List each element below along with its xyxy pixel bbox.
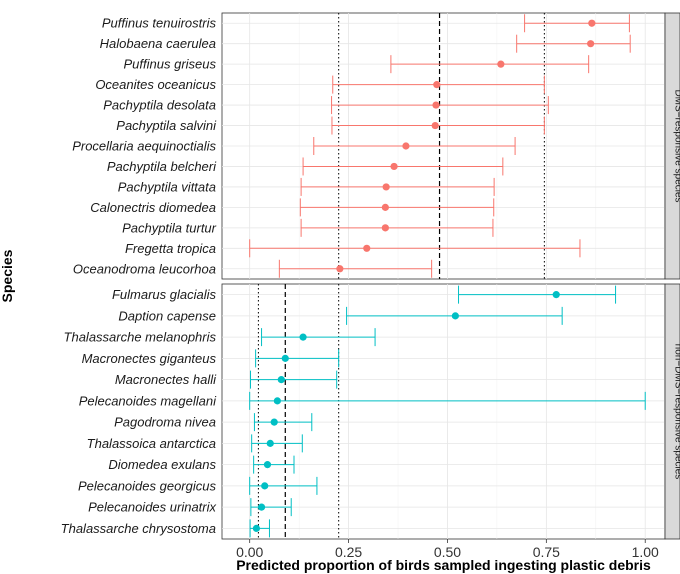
- data-point: [552, 291, 560, 299]
- data-point: [431, 121, 439, 130]
- species-label: Calonectris diomedea: [90, 200, 216, 215]
- data-point: [587, 40, 595, 48]
- x-tick-label: 0.50: [434, 544, 461, 560]
- data-point: [402, 142, 410, 150]
- species-label: Thalassarche melanophris: [64, 330, 217, 345]
- species-label: Pachyptila vittata: [118, 179, 216, 194]
- data-point: [273, 397, 281, 405]
- species-label: Halobaena caerulea: [100, 36, 216, 51]
- data-point: [336, 265, 344, 273]
- y-axis-title: Species: [0, 249, 15, 302]
- data-point: [381, 224, 389, 232]
- species-label: Pachyptila belcheri: [107, 159, 217, 174]
- data-point: [261, 482, 269, 490]
- species-label: Pelecanoides urinatrix: [88, 500, 216, 515]
- species-label: Procellaria aequinoctialis: [72, 139, 216, 154]
- species-label: Pachyptila turtur: [122, 220, 217, 235]
- data-point: [281, 354, 289, 362]
- species-label: Diomedea exulans: [108, 457, 216, 472]
- x-tick-label: 1.00: [632, 544, 659, 560]
- species-label: Pagodroma nivea: [114, 415, 216, 430]
- x-axis-title: Predicted proportion of birds sampled in…: [236, 557, 651, 573]
- species-label: Oceanodroma leucorhoa: [73, 261, 216, 276]
- data-point: [266, 439, 274, 447]
- data-point: [299, 333, 307, 341]
- species-label: Puffinus tenuirostris: [102, 16, 217, 31]
- data-point: [588, 19, 596, 27]
- data-point: [497, 60, 505, 68]
- data-point: [382, 183, 390, 191]
- x-tick-label: 0.75: [533, 544, 560, 560]
- species-label: Thalassarche chrysostoma: [61, 521, 216, 536]
- facet-strip-label: non−DMS−responsive species: [673, 344, 680, 480]
- facet-strip: [664, 283, 680, 540]
- data-point: [363, 244, 371, 252]
- species-label: Daption capense: [118, 308, 216, 323]
- species-label: Macronectes halli: [115, 372, 217, 387]
- data-point: [257, 503, 266, 511]
- facet-strip-label: DMS−responsive species: [673, 89, 680, 202]
- data-point: [277, 376, 285, 384]
- species-label: Pelecanoides georgicus: [78, 478, 217, 493]
- data-point: [381, 203, 389, 211]
- species-label: Pachyptila salvini: [116, 118, 217, 133]
- data-point: [252, 524, 261, 532]
- panel-background: [221, 283, 666, 540]
- species-label: Pachyptila desolata: [103, 98, 216, 113]
- data-point: [432, 101, 440, 109]
- data-point: [270, 418, 278, 426]
- x-tick-label: 0.00: [236, 544, 263, 560]
- species-label: Thalassoica antarctica: [87, 436, 216, 451]
- species-label: Macronectes giganteus: [82, 351, 217, 366]
- facet-strip: [664, 12, 680, 280]
- species-label: Oceanites oceanicus: [95, 77, 216, 92]
- data-point: [390, 162, 398, 171]
- species-label: Puffinus griseus: [124, 57, 217, 72]
- data-point: [263, 461, 272, 469]
- x-tick-label: 0.25: [335, 544, 362, 560]
- species-label: Fulmarus glacialis: [112, 287, 217, 302]
- species-label: Fregetta tropica: [125, 241, 216, 256]
- species-label: Pelecanoides magellani: [79, 393, 217, 408]
- data-point: [433, 81, 441, 89]
- data-point: [451, 312, 459, 320]
